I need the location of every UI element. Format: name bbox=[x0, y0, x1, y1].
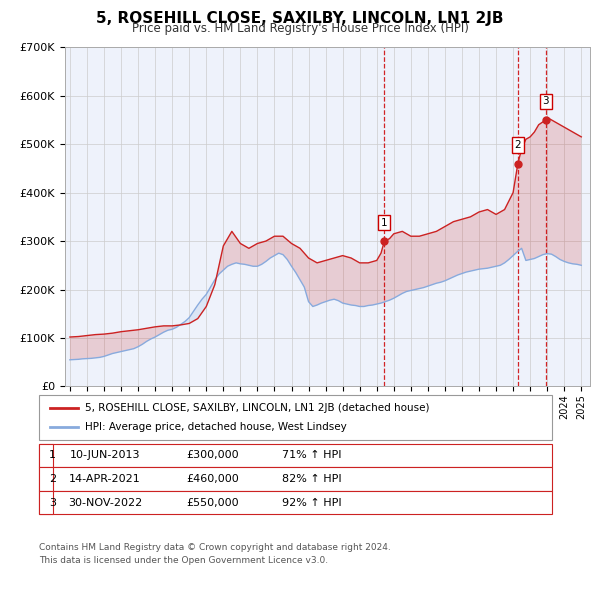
Text: Contains HM Land Registry data © Crown copyright and database right 2024.: Contains HM Land Registry data © Crown c… bbox=[39, 543, 391, 552]
Text: 1: 1 bbox=[381, 218, 388, 228]
Text: 5, ROSEHILL CLOSE, SAXILBY, LINCOLN, LN1 2JB: 5, ROSEHILL CLOSE, SAXILBY, LINCOLN, LN1… bbox=[96, 11, 504, 25]
Text: 2: 2 bbox=[49, 474, 56, 484]
Text: 3: 3 bbox=[542, 97, 549, 106]
Text: HPI: Average price, detached house, West Lindsey: HPI: Average price, detached house, West… bbox=[85, 422, 347, 432]
Text: 3: 3 bbox=[49, 498, 56, 507]
Text: 5, ROSEHILL CLOSE, SAXILBY, LINCOLN, LN1 2JB (detached house): 5, ROSEHILL CLOSE, SAXILBY, LINCOLN, LN1… bbox=[85, 403, 430, 412]
Text: £300,000: £300,000 bbox=[187, 451, 239, 460]
Text: £550,000: £550,000 bbox=[187, 498, 239, 507]
Text: 14-APR-2021: 14-APR-2021 bbox=[69, 474, 141, 484]
Text: 92% ↑ HPI: 92% ↑ HPI bbox=[282, 498, 342, 507]
Text: 71% ↑ HPI: 71% ↑ HPI bbox=[282, 451, 342, 460]
Text: This data is licensed under the Open Government Licence v3.0.: This data is licensed under the Open Gov… bbox=[39, 556, 328, 565]
Text: Price paid vs. HM Land Registry's House Price Index (HPI): Price paid vs. HM Land Registry's House … bbox=[131, 22, 469, 35]
Text: 30-NOV-2022: 30-NOV-2022 bbox=[68, 498, 142, 507]
Text: 10-JUN-2013: 10-JUN-2013 bbox=[70, 451, 140, 460]
Text: 2: 2 bbox=[515, 140, 521, 150]
Text: £460,000: £460,000 bbox=[187, 474, 239, 484]
Text: 1: 1 bbox=[49, 451, 56, 460]
Text: 82% ↑ HPI: 82% ↑ HPI bbox=[282, 474, 342, 484]
